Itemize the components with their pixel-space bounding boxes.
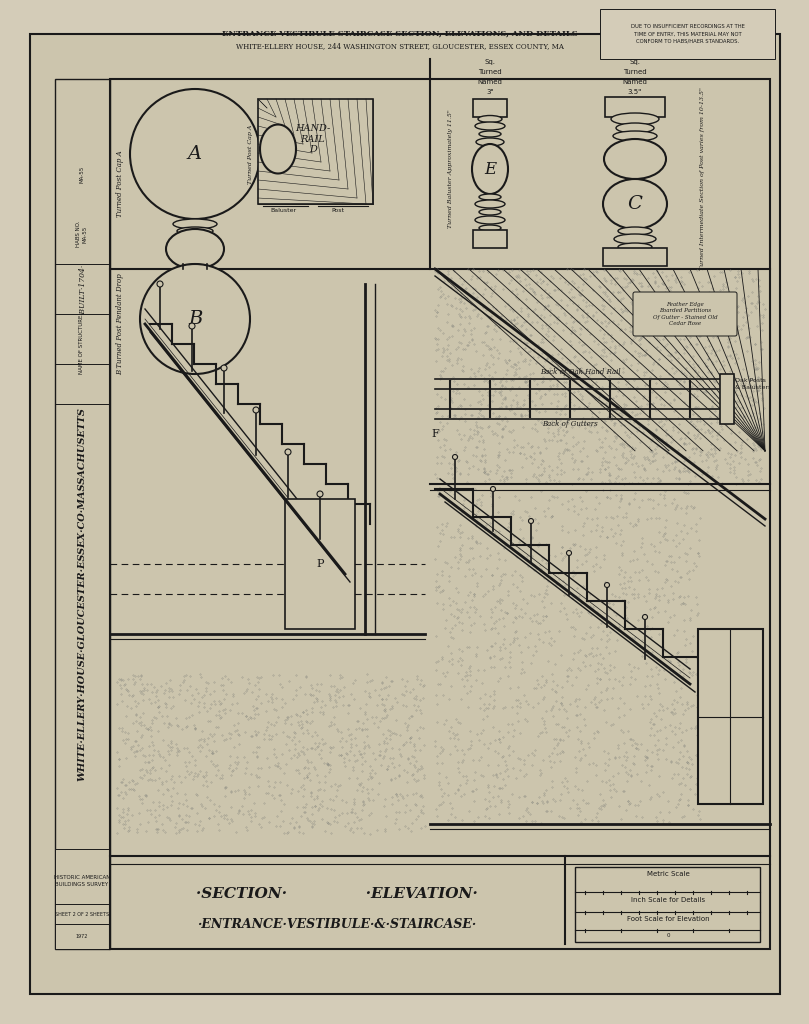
Text: HAND-
RAIL
D: HAND- RAIL D	[295, 124, 331, 154]
Bar	[110, 79, 770, 949]
Text: Foot Scale for Elevation: Foot Scale for Elevation	[627, 916, 709, 922]
Ellipse shape	[479, 209, 501, 215]
Circle shape	[189, 323, 195, 329]
Text: HABS NO.
MA-55: HABS NO. MA-55	[76, 221, 88, 247]
Text: Metric Scale: Metric Scale	[646, 871, 689, 877]
Bar	[285, 499, 355, 629]
Bar	[605, 97, 665, 117]
Text: Turned Post Cap A: Turned Post Cap A	[116, 151, 124, 217]
Circle shape	[490, 486, 495, 492]
Circle shape	[566, 551, 571, 555]
Bar	[55, 79, 110, 949]
Circle shape	[317, 490, 323, 497]
Ellipse shape	[173, 219, 217, 229]
Ellipse shape	[614, 187, 656, 197]
FancyBboxPatch shape	[633, 292, 737, 336]
Bar	[473, 230, 507, 248]
Ellipse shape	[475, 122, 505, 130]
Text: NAME OF STRUCTURE: NAME OF STRUCTURE	[79, 314, 84, 374]
Text: Baluster: Baluster	[270, 208, 296, 213]
Bar	[473, 99, 507, 117]
Ellipse shape	[175, 233, 215, 241]
Text: Feather Edge
Boarded Partitions
Of Gutter - Stained Old
Cedar Rose: Feather Edge Boarded Partitions Of Gutte…	[653, 302, 718, 326]
Text: Back of Oak Hand Rail: Back of Oak Hand Rail	[540, 368, 621, 376]
Polygon shape	[260, 125, 296, 173]
Ellipse shape	[475, 216, 505, 224]
Text: A: A	[188, 145, 202, 163]
Bar	[600, 9, 775, 59]
Bar	[720, 374, 734, 424]
Ellipse shape	[604, 139, 666, 179]
Ellipse shape	[177, 227, 213, 234]
Ellipse shape	[472, 144, 508, 194]
Ellipse shape	[475, 200, 505, 208]
Ellipse shape	[613, 131, 657, 141]
Text: Sq.: Sq.	[629, 59, 641, 65]
Ellipse shape	[614, 234, 656, 244]
Text: B Turned Post Pendant Drop: B Turned Post Pendant Drop	[116, 273, 124, 375]
Ellipse shape	[616, 123, 654, 133]
Text: Back of Gutters: Back of Gutters	[542, 420, 598, 428]
Circle shape	[157, 281, 163, 287]
Circle shape	[130, 89, 260, 219]
Text: Turned Baluster Approximately 11.5": Turned Baluster Approximately 11.5"	[448, 110, 453, 228]
Text: E: E	[484, 161, 496, 177]
Ellipse shape	[611, 113, 659, 125]
Circle shape	[285, 449, 291, 455]
Circle shape	[253, 407, 259, 413]
Text: Turned: Turned	[478, 69, 502, 75]
Text: HISTORIC AMERICAN
BUILDINGS SURVEY: HISTORIC AMERICAN BUILDINGS SURVEY	[54, 876, 110, 887]
Text: Turned: Turned	[623, 69, 647, 75]
Circle shape	[642, 614, 647, 620]
Ellipse shape	[618, 243, 652, 251]
Circle shape	[221, 365, 227, 371]
Circle shape	[528, 518, 533, 523]
Text: WHITE·ELLERY·HOUSE·GLOUCESTER·ESSEX·CO·MASSACHUSETTS: WHITE·ELLERY·HOUSE·GLOUCESTER·ESSEX·CO·M…	[78, 408, 87, 781]
Text: ·SECTION·               ·ELEVATION·: ·SECTION· ·ELEVATION·	[196, 887, 478, 901]
Ellipse shape	[478, 116, 502, 123]
Bar	[258, 99, 373, 204]
Text: 3.5": 3.5"	[628, 89, 642, 95]
Text: 3": 3"	[486, 89, 493, 95]
Ellipse shape	[618, 227, 652, 234]
Text: 0: 0	[667, 933, 670, 938]
Text: Oak Posts
& Balusters: Oak Posts & Balusters	[735, 379, 771, 389]
Ellipse shape	[479, 131, 501, 137]
Text: P: P	[316, 559, 324, 569]
Ellipse shape	[479, 225, 501, 231]
Text: C: C	[628, 195, 642, 213]
Text: 1972: 1972	[76, 935, 88, 939]
Text: Post: Post	[332, 208, 345, 213]
Text: ENTRANCE VESTIBULE STAIRCASE SECTION, ELEVATIONS, AND DETAILS: ENTRANCE VESTIBULE STAIRCASE SECTION, EL…	[222, 30, 578, 38]
Bar	[55, 849, 110, 949]
Ellipse shape	[479, 194, 501, 200]
Text: WHITE-ELLERY HOUSE, 244 WASHINGTON STREET, GLOUCESTER, ESSEX COUNTY, MA: WHITE-ELLERY HOUSE, 244 WASHINGTON STREE…	[236, 42, 564, 50]
Ellipse shape	[481, 150, 499, 155]
Text: Named: Named	[623, 79, 647, 85]
Circle shape	[140, 264, 250, 374]
Text: Named: Named	[477, 79, 502, 85]
Bar	[698, 629, 763, 804]
Ellipse shape	[180, 264, 210, 274]
Ellipse shape	[476, 138, 504, 146]
Ellipse shape	[618, 180, 652, 188]
Text: F: F	[431, 429, 438, 439]
Bar	[575, 867, 760, 942]
Text: Inch Scale for Details: Inch Scale for Details	[631, 897, 705, 903]
Text: Turned Post Cap A: Turned Post Cap A	[248, 124, 253, 183]
Circle shape	[452, 455, 458, 460]
Text: Sq.: Sq.	[485, 59, 495, 65]
Bar	[603, 248, 667, 266]
Text: ·BUILT·1704·: ·BUILT·1704·	[78, 263, 86, 314]
Text: Turned Intermediate Section of Post varies from 10-13.5": Turned Intermediate Section of Post vari…	[700, 88, 705, 270]
Text: MA-55: MA-55	[79, 165, 84, 182]
Circle shape	[604, 583, 609, 588]
Text: DUE TO INSUFFICIENT RECORDINGS AT THE
TIME OF ENTRY, THIS MATERIAL MAY NOT
CONFO: DUE TO INSUFFICIENT RECORDINGS AT THE TI…	[631, 25, 745, 43]
Text: ·ENTRANCE·VESTIBULE·&·STAIRCASE·: ·ENTRANCE·VESTIBULE·&·STAIRCASE·	[197, 918, 477, 931]
Text: B: B	[188, 310, 202, 328]
Text: SHEET 2 OF 2 SHEETS: SHEET 2 OF 2 SHEETS	[55, 911, 109, 916]
Ellipse shape	[603, 179, 667, 229]
Ellipse shape	[166, 229, 224, 269]
